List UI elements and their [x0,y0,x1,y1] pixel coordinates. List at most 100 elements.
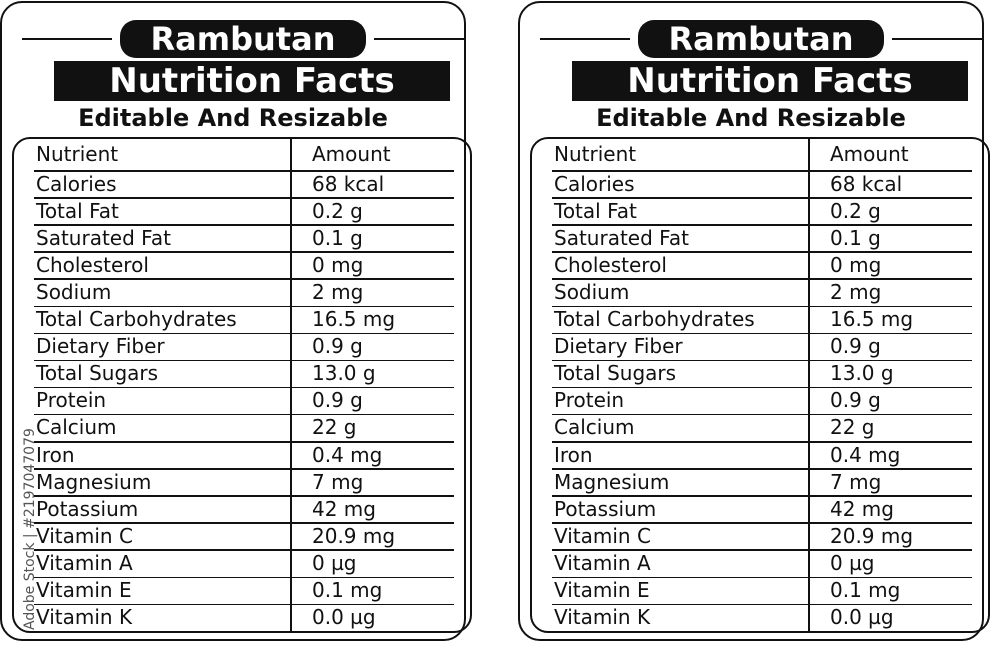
amount-cell: 22 g [830,415,875,440]
nutrient-cell: Calories [554,171,635,196]
amount-cell: 0.1 g [830,225,881,250]
subtitle: Editable And Resizable [78,104,388,132]
row-rule [552,576,972,578]
column-divider [290,139,292,631]
row-rule [552,359,972,362]
amount-cell: 0.2 g [830,198,881,223]
nutrient-cell: Vitamin K [554,605,651,630]
nutrient-cell: Protein [36,388,107,413]
subtitle: Editable And Resizable [596,104,906,132]
nutrient-cell: Total Carbohydrates [36,307,237,331]
nutrient-cell: Cholesterol [554,252,667,277]
nutrient-cell: Calories [36,171,117,196]
row-rule [34,224,454,226]
nutrient-cell: Saturated Fat [554,225,689,250]
column-header: Amount [312,142,391,166]
nutrient-cell: Vitamin E [554,578,650,602]
nutrient-cell: Sodium [36,279,112,304]
column-header: Nutrient [554,142,637,166]
amount-cell: 0.1 g [312,225,363,250]
nutrient-cell: Protein [554,388,625,413]
row-rule [34,549,454,551]
amount-cell: 42 mg [312,496,376,521]
row-rule [552,305,972,307]
nutrient-cell: Vitamin K [36,605,133,630]
amount-cell: 16.5 mg [312,307,396,331]
nutrient-cell: Iron [36,442,75,467]
row-rule [34,413,454,416]
row-rule [552,468,972,470]
nutrition-table: Nutrient Amount Calories 68 kcal Total Fat 0.… [12,137,472,633]
amount-cell: 22 g [312,415,357,440]
amount-cell: 0 mg [312,252,364,277]
column-divider [808,139,810,631]
row-rule [34,197,454,199]
amount-cell: 20.9 mg [312,523,396,548]
nutrient-cell: Calcium [554,415,635,440]
nutrient-cell: Saturated Fat [36,225,171,250]
amount-cell: 20.9 mg [830,523,914,548]
row-rule [552,251,972,253]
amount-cell: 68 kcal [830,171,903,196]
nutrition-table: Nutrient Amount Calories 68 kcal Total Fat 0.… [530,137,990,633]
row-rule [34,332,454,335]
row-rule [34,603,454,606]
rule [22,38,112,40]
amount-cell: 13.0 g [312,361,376,386]
amount-cell: 0 µg [830,550,875,575]
row-rule [34,359,454,362]
amount-cell: 42 mg [830,496,894,521]
nutrient-cell: Calcium [36,415,117,440]
amount-cell: 2 mg [830,279,882,304]
amount-cell: 0.0 µg [830,605,894,630]
row-rule [552,495,972,497]
row-rule [552,278,972,280]
fruit-name: Rambutan [120,20,366,58]
row-rule [552,603,972,606]
row-rule [552,522,972,524]
row-rule [34,278,454,280]
rule [540,38,630,40]
label-card: Rambutan Nutrition Facts Editable And Re… [518,1,990,641]
nutrient-cell: Magnesium [554,469,670,494]
nutrient-cell: Potassium [554,496,657,521]
amount-cell: 2 mg [312,279,364,304]
nutrient-cell: Vitamin C [36,523,133,548]
row-rule [34,251,454,253]
row-rule [34,441,454,443]
amount-cell: 0.9 g [312,334,363,359]
amount-cell: 0.4 mg [830,442,901,467]
row-rule [34,170,454,172]
nutrient-cell: Cholesterol [36,252,149,277]
row-rule [552,332,972,335]
amount-cell: 0.9 g [830,388,881,413]
amount-cell: 0.4 mg [312,442,383,467]
amount-cell: 0.9 g [830,334,881,359]
nutrient-cell: Iron [554,442,593,467]
nutrient-cell: Magnesium [36,469,152,494]
row-rule [34,495,454,497]
amount-cell: 0 µg [312,550,357,575]
amount-cell: 0.2 g [312,198,363,223]
nutrient-cell: Sodium [554,279,630,304]
column-header: Amount [830,142,909,166]
amount-cell: 7 mg [312,469,364,494]
row-rule [552,224,972,226]
row-rule [34,305,454,307]
row-rule [552,549,972,551]
nutrient-cell: Vitamin A [554,550,651,575]
nutrient-cell: Total Carbohydrates [554,307,755,331]
nutrient-cell: Total Fat [36,198,119,223]
label-card: Rambutan Nutrition Facts Editable And Re… [0,1,472,641]
amount-cell: 68 kcal [312,171,385,196]
nutrient-cell: Potassium [36,496,139,521]
nutrient-cell: Total Sugars [554,361,677,386]
nutrient-cell: Vitamin A [36,550,133,575]
amount-cell: 0 mg [830,252,882,277]
amount-cell: 0.0 µg [312,605,376,630]
nutrient-cell: Total Sugars [36,361,159,386]
row-rule [552,413,972,416]
amount-cell: 0.9 g [312,388,363,413]
row-rule [552,197,972,199]
